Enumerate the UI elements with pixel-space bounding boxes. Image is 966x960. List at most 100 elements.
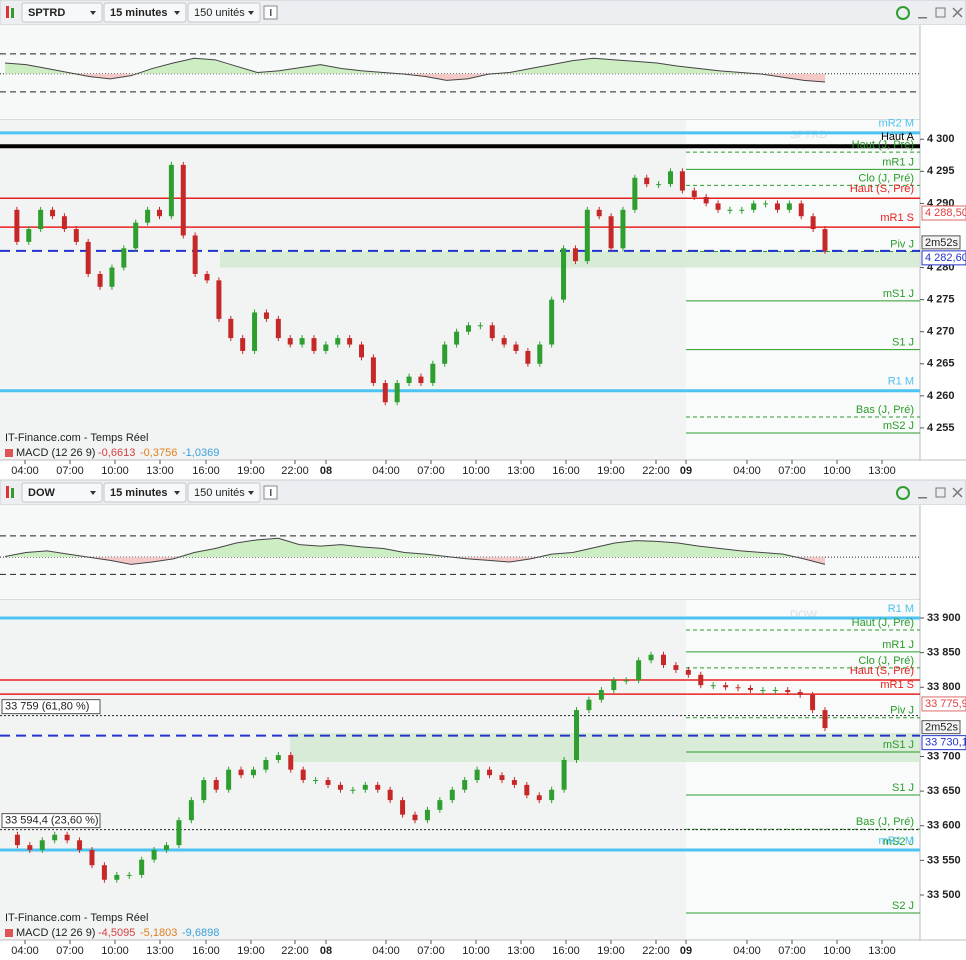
candle — [250, 769, 256, 776]
chart-icon — [11, 488, 14, 498]
level-label: mS2 J — [883, 420, 914, 432]
candle — [549, 299, 555, 345]
candle — [513, 344, 519, 351]
candle — [424, 809, 430, 821]
y-tick-label: 4 275 — [927, 294, 955, 306]
level-label: mR1 J — [882, 639, 914, 651]
candle — [14, 834, 20, 846]
level-label: mR2 M — [879, 118, 914, 130]
y-tick-label: 33 600 — [927, 820, 961, 832]
candle — [698, 674, 704, 686]
dropdown[interactable] — [21, 482, 103, 503]
close-button[interactable] — [952, 7, 963, 18]
candle — [797, 692, 803, 695]
maximize-button[interactable] — [935, 487, 946, 498]
candle — [14, 209, 20, 242]
dropdown[interactable] — [103, 482, 187, 503]
time-label: 09 — [680, 465, 692, 477]
candle — [263, 312, 269, 319]
dropdown-arrow — [248, 11, 254, 15]
current-price-label: 33 730,1 — [925, 737, 966, 749]
candle — [727, 209, 733, 211]
dropdown-arrow — [174, 11, 180, 15]
candle — [347, 338, 353, 345]
candle — [489, 325, 495, 339]
candle — [412, 814, 418, 821]
y-tick-label: 33 900 — [927, 612, 961, 624]
last-price-label: 33 775,9 — [925, 698, 966, 710]
time-label: 08 — [320, 945, 332, 955]
candle — [313, 780, 319, 782]
minimize-button[interactable] — [918, 17, 927, 19]
candle — [685, 669, 691, 675]
candle — [822, 229, 828, 251]
y-tick-label: 33 700 — [927, 750, 961, 762]
time-label: 16:00 — [192, 945, 220, 955]
countdown: 2m52s — [925, 722, 959, 734]
close-button[interactable] — [952, 487, 963, 498]
time-axis — [0, 460, 966, 478]
time-label: 09 — [680, 945, 692, 955]
level-label: mS1 J — [883, 739, 914, 751]
candle — [474, 769, 480, 781]
y-tick-label: 4 260 — [927, 390, 955, 402]
candle — [38, 209, 44, 230]
dropdown[interactable] — [21, 2, 103, 23]
candle — [362, 784, 368, 790]
candle — [810, 216, 816, 230]
dropdown[interactable] — [103, 2, 187, 23]
minimize-button[interactable] — [918, 497, 927, 499]
candle — [192, 235, 198, 274]
candle — [574, 710, 580, 760]
watermark: SPTRD — [790, 129, 827, 141]
dropdown[interactable] — [187, 2, 261, 23]
dropdown[interactable] — [187, 482, 261, 503]
candle — [524, 784, 530, 796]
time-label: 04:00 — [11, 465, 39, 477]
price-area-today — [686, 600, 920, 940]
y-tick-label: 33 850 — [927, 647, 961, 659]
candle — [145, 209, 151, 223]
oscillator-area — [0, 25, 920, 120]
refresh-button[interactable] — [896, 6, 910, 20]
macd-icon — [5, 449, 13, 457]
candle — [387, 789, 393, 801]
time-label: 22:00 — [642, 945, 670, 955]
candle — [549, 789, 555, 801]
last-price-box — [921, 205, 966, 221]
time-label: 13:00 — [146, 945, 174, 955]
candle — [584, 209, 590, 262]
level-label: S1 J — [892, 782, 914, 794]
support-band — [220, 251, 920, 268]
maximize-button[interactable] — [935, 7, 946, 18]
candle — [201, 780, 207, 801]
units-label: 150 unités — [194, 7, 245, 19]
candle — [400, 800, 406, 815]
candle — [465, 325, 471, 332]
level-label: Piv J — [890, 238, 914, 250]
levels: R1 M Haut (J, Pré) mR1 J Clo (J, Pré)Haut (… — [0, 603, 920, 914]
candle — [228, 318, 234, 339]
time-label: 13:00 — [868, 465, 896, 477]
candle — [26, 229, 32, 242]
candle — [760, 690, 766, 692]
candle — [679, 171, 685, 191]
current-price-box — [921, 735, 966, 751]
candle — [454, 331, 460, 345]
time-label: 07:00 — [56, 465, 84, 477]
candle — [449, 789, 455, 801]
refresh-button[interactable] — [896, 486, 910, 500]
candle — [511, 780, 517, 785]
time-label: 13:00 — [868, 945, 896, 955]
candle — [561, 759, 567, 790]
current-price-label: 4 282,60 — [925, 252, 966, 264]
candle — [572, 248, 578, 262]
level-label: Haut A — [881, 131, 915, 143]
candle — [216, 280, 222, 319]
time-label: 19:00 — [237, 945, 265, 955]
time-label: 07:00 — [417, 945, 445, 955]
candle — [623, 680, 629, 682]
candle — [52, 834, 58, 841]
